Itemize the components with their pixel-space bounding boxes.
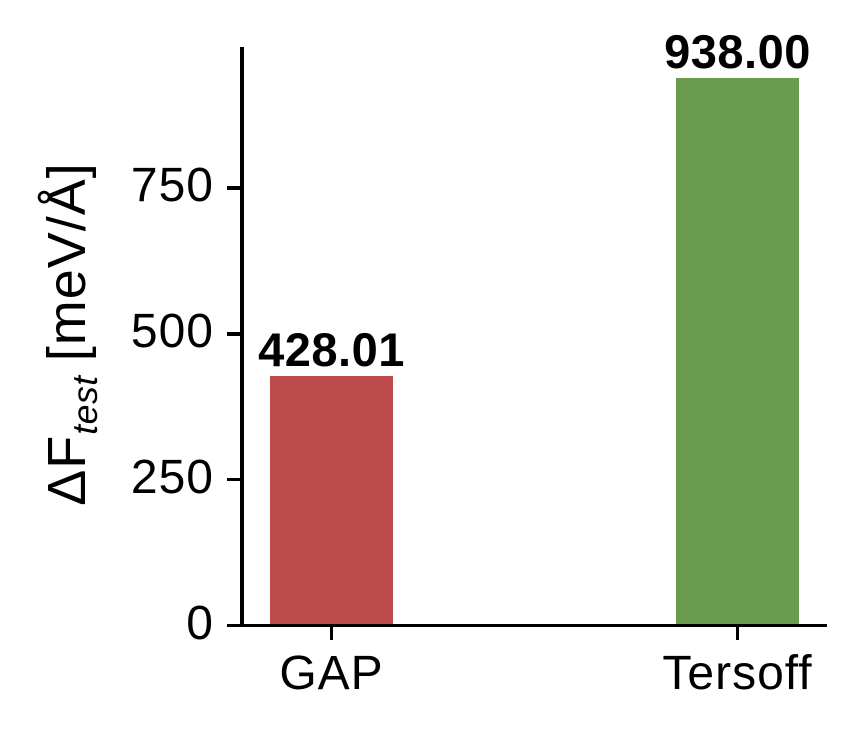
y-tick-label-250: 250 bbox=[130, 450, 214, 504]
x-category-label-tersoff: Tersoff bbox=[662, 647, 813, 700]
bar-value-label-tersoff: 938.00 bbox=[664, 25, 811, 79]
x-axis-spine bbox=[227, 623, 827, 628]
bar-tersoff bbox=[676, 78, 799, 628]
y-axis-label-subscript: test bbox=[64, 375, 105, 435]
x-category-label-gap: GAP bbox=[279, 647, 384, 700]
y-tick-label-0: 0 bbox=[186, 596, 214, 650]
y-tick-mark-750 bbox=[227, 186, 240, 190]
y-tick-mark-500 bbox=[227, 332, 240, 336]
x-tick-mark-gap bbox=[329, 627, 334, 641]
y-axis-spine bbox=[240, 47, 244, 628]
y-tick-mark-0 bbox=[227, 623, 240, 628]
y-tick-mark-250 bbox=[227, 477, 240, 482]
y-tick-label-750: 750 bbox=[130, 159, 214, 212]
bar-gap bbox=[270, 375, 393, 628]
bar-value-label-gap: 428.01 bbox=[258, 322, 405, 376]
x-tick-mark-tersoff bbox=[735, 627, 740, 641]
y-tick-label-500: 500 bbox=[130, 304, 214, 358]
